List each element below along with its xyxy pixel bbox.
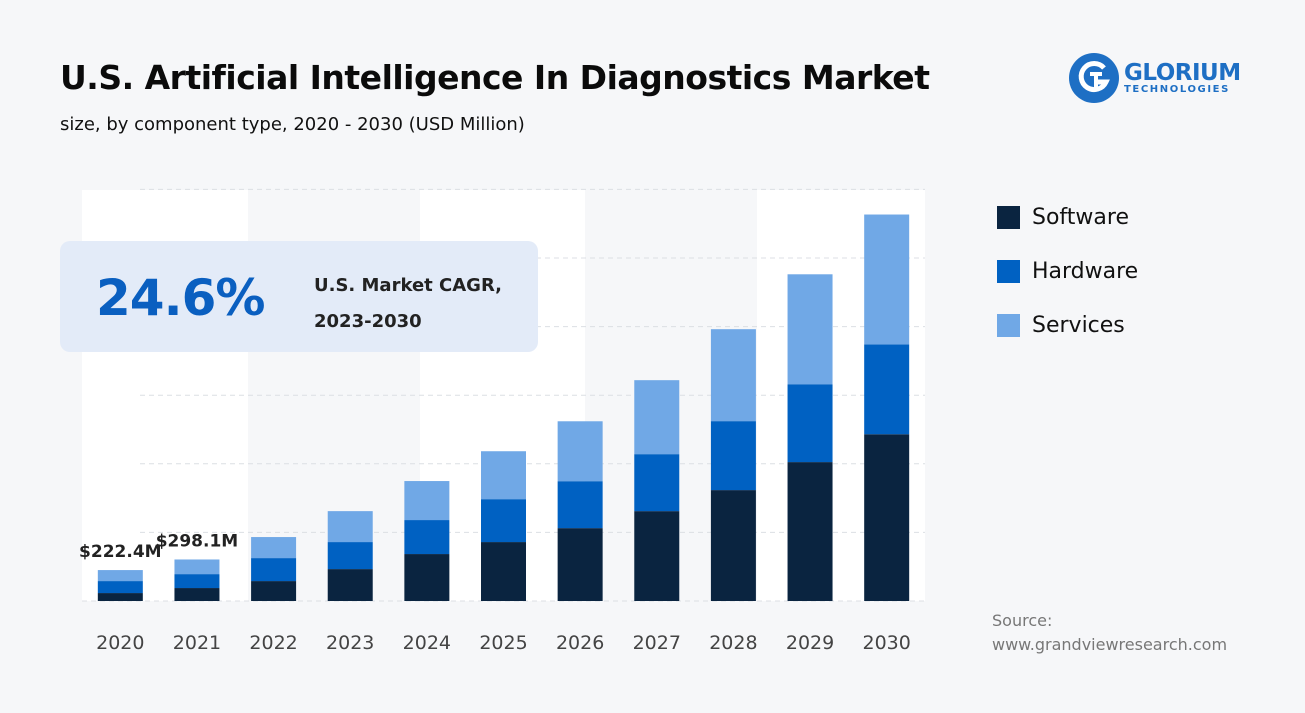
bar-services-2027 bbox=[634, 380, 680, 455]
logo: GLORIUM TECHNOLOGIES bbox=[1068, 52, 1241, 104]
legend-label: Services bbox=[1032, 312, 1125, 338]
x-tick-label: 2030 bbox=[863, 632, 911, 654]
bar-software-2022 bbox=[251, 581, 297, 601]
bar-software-2028 bbox=[710, 490, 756, 601]
bar-hardware-2027 bbox=[634, 454, 680, 512]
bar-software-2020 bbox=[97, 593, 143, 601]
bar-software-2021 bbox=[174, 588, 220, 601]
bar-hardware-2028 bbox=[710, 421, 756, 491]
glorium-logo-icon bbox=[1069, 53, 1119, 103]
legend-swatch bbox=[997, 205, 1020, 229]
legend-swatch bbox=[997, 313, 1020, 337]
cagr-label: U.S. Market CAGR, 2023-2030 bbox=[314, 275, 502, 332]
bar-hardware-2023 bbox=[327, 542, 373, 570]
bar-software-2025 bbox=[481, 542, 526, 601]
data-label: $298.1M bbox=[156, 531, 239, 551]
source-url: www.grandviewresearch.com bbox=[992, 635, 1228, 654]
bar-services-2028 bbox=[710, 329, 756, 422]
bar-hardware-2024 bbox=[404, 520, 450, 555]
x-tick-label: 2023 bbox=[326, 632, 374, 654]
page-subtitle: size, by component type, 2020 - 2030 (US… bbox=[60, 114, 525, 135]
x-tick-label: 2026 bbox=[556, 632, 604, 654]
legend-item-services: Services bbox=[997, 298, 1138, 352]
bar-software-2027 bbox=[634, 511, 680, 601]
bar-software-2026 bbox=[557, 528, 603, 601]
x-tick-label: 2027 bbox=[633, 632, 681, 654]
x-tick-label: 2028 bbox=[709, 632, 757, 654]
bar-services-2026 bbox=[557, 421, 603, 482]
x-tick-label: 2029 bbox=[786, 632, 834, 654]
bar-hardware-2026 bbox=[557, 481, 603, 529]
legend-label: Software bbox=[1032, 204, 1129, 230]
legend-swatch bbox=[997, 259, 1020, 283]
x-tick-label: 2024 bbox=[403, 632, 451, 654]
x-tick-label: 2020 bbox=[96, 632, 144, 654]
cagr-box: 24.6% U.S. Market CAGR, 2023-2030 bbox=[60, 241, 538, 352]
logo-tagline: TECHNOLOGIES bbox=[1124, 83, 1230, 95]
x-tick-label: 2022 bbox=[249, 632, 297, 654]
bar-services-2022 bbox=[251, 537, 297, 559]
x-tick-label: 2021 bbox=[173, 632, 221, 654]
legend-item-hardware: Hardware bbox=[997, 244, 1138, 298]
bar-software-2023 bbox=[327, 569, 373, 601]
bar-services-2024 bbox=[404, 481, 450, 521]
source-label: Source: bbox=[992, 611, 1053, 630]
bar-hardware-2020 bbox=[97, 581, 143, 594]
bar-services-2030 bbox=[864, 214, 910, 345]
bar-services-2020 bbox=[97, 570, 143, 582]
bar-hardware-2025 bbox=[481, 499, 526, 543]
bar-services-2021 bbox=[174, 559, 220, 575]
source: Source: www.grandviewresearch.com bbox=[992, 609, 1227, 657]
bar-software-2030 bbox=[864, 434, 910, 601]
bar-hardware-2029 bbox=[787, 384, 833, 463]
bar-services-2029 bbox=[787, 274, 833, 385]
page-title: U.S. Artificial Intelligence In Diagnost… bbox=[60, 58, 930, 97]
bar-software-2029 bbox=[787, 462, 833, 601]
legend: Software Hardware Services bbox=[997, 190, 1138, 352]
x-tick-label: 2025 bbox=[479, 632, 527, 654]
bar-services-2025 bbox=[481, 451, 526, 500]
bar-services-2023 bbox=[327, 511, 373, 543]
legend-item-software: Software bbox=[997, 190, 1138, 244]
legend-label: Hardware bbox=[1032, 258, 1139, 284]
bar-hardware-2022 bbox=[251, 558, 297, 582]
bar-software-2024 bbox=[404, 554, 450, 601]
bar-hardware-2030 bbox=[864, 344, 910, 435]
cagr-value: 24.6% bbox=[96, 269, 265, 327]
bar-hardware-2021 bbox=[174, 574, 220, 589]
data-label: $222.4M bbox=[79, 542, 162, 562]
logo-name: GLORIUM bbox=[1124, 59, 1241, 86]
